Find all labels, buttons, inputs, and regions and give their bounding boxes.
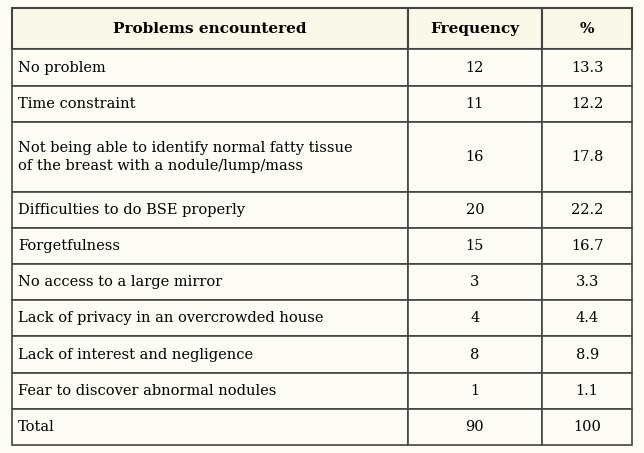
- Text: 3: 3: [470, 275, 480, 289]
- Text: 4: 4: [470, 311, 480, 325]
- Text: No access to a large mirror: No access to a large mirror: [18, 275, 222, 289]
- Text: Frequency: Frequency: [430, 22, 520, 36]
- Text: 1.1: 1.1: [576, 384, 599, 398]
- Text: Fear to discover abnormal nodules: Fear to discover abnormal nodules: [18, 384, 276, 398]
- Bar: [12, 49, 408, 86]
- Bar: [12, 8, 408, 49]
- Bar: [12, 337, 408, 372]
- Text: 100: 100: [573, 420, 601, 434]
- Text: 20: 20: [466, 203, 484, 217]
- Bar: [408, 49, 542, 86]
- Bar: [542, 409, 632, 445]
- Text: Lack of privacy in an overcrowded house: Lack of privacy in an overcrowded house: [18, 311, 323, 325]
- Text: 16: 16: [466, 150, 484, 164]
- Text: 8: 8: [470, 347, 480, 361]
- Bar: [542, 8, 632, 49]
- Bar: [408, 337, 542, 372]
- Text: Not being able to identify normal fatty tissue
of the breast with a nodule/lump/: Not being able to identify normal fatty …: [18, 141, 353, 173]
- Bar: [408, 8, 542, 49]
- Bar: [12, 409, 408, 445]
- Bar: [542, 300, 632, 337]
- Bar: [12, 122, 408, 192]
- Bar: [542, 264, 632, 300]
- Text: 12.2: 12.2: [571, 96, 603, 111]
- Bar: [12, 264, 408, 300]
- Text: 11: 11: [466, 96, 484, 111]
- Text: 22.2: 22.2: [571, 203, 603, 217]
- Bar: [542, 192, 632, 228]
- Bar: [408, 228, 542, 264]
- Text: 1: 1: [470, 384, 479, 398]
- Text: 13.3: 13.3: [571, 61, 603, 74]
- Bar: [12, 86, 408, 122]
- Text: %: %: [580, 22, 594, 36]
- Text: Time constraint: Time constraint: [18, 96, 135, 111]
- Bar: [408, 264, 542, 300]
- Bar: [408, 300, 542, 337]
- Text: 17.8: 17.8: [571, 150, 603, 164]
- Text: Forgetfulness: Forgetfulness: [18, 239, 120, 253]
- Text: Total: Total: [18, 420, 55, 434]
- Text: Lack of interest and negligence: Lack of interest and negligence: [18, 347, 253, 361]
- Text: Difficulties to do BSE properly: Difficulties to do BSE properly: [18, 203, 245, 217]
- Text: No problem: No problem: [18, 61, 106, 74]
- Text: 15: 15: [466, 239, 484, 253]
- Text: 12: 12: [466, 61, 484, 74]
- Bar: [542, 337, 632, 372]
- Bar: [542, 228, 632, 264]
- Bar: [12, 192, 408, 228]
- Text: 8.9: 8.9: [576, 347, 599, 361]
- Bar: [542, 122, 632, 192]
- Bar: [408, 409, 542, 445]
- Text: 4.4: 4.4: [576, 311, 599, 325]
- Bar: [542, 49, 632, 86]
- Text: Problems encountered: Problems encountered: [113, 22, 307, 36]
- Text: 90: 90: [466, 420, 484, 434]
- Bar: [408, 372, 542, 409]
- Text: 16.7: 16.7: [571, 239, 603, 253]
- Bar: [542, 86, 632, 122]
- Bar: [12, 228, 408, 264]
- Bar: [12, 300, 408, 337]
- Bar: [408, 122, 542, 192]
- Bar: [542, 372, 632, 409]
- Text: 3.3: 3.3: [576, 275, 599, 289]
- Bar: [12, 372, 408, 409]
- Bar: [408, 86, 542, 122]
- Bar: [408, 192, 542, 228]
